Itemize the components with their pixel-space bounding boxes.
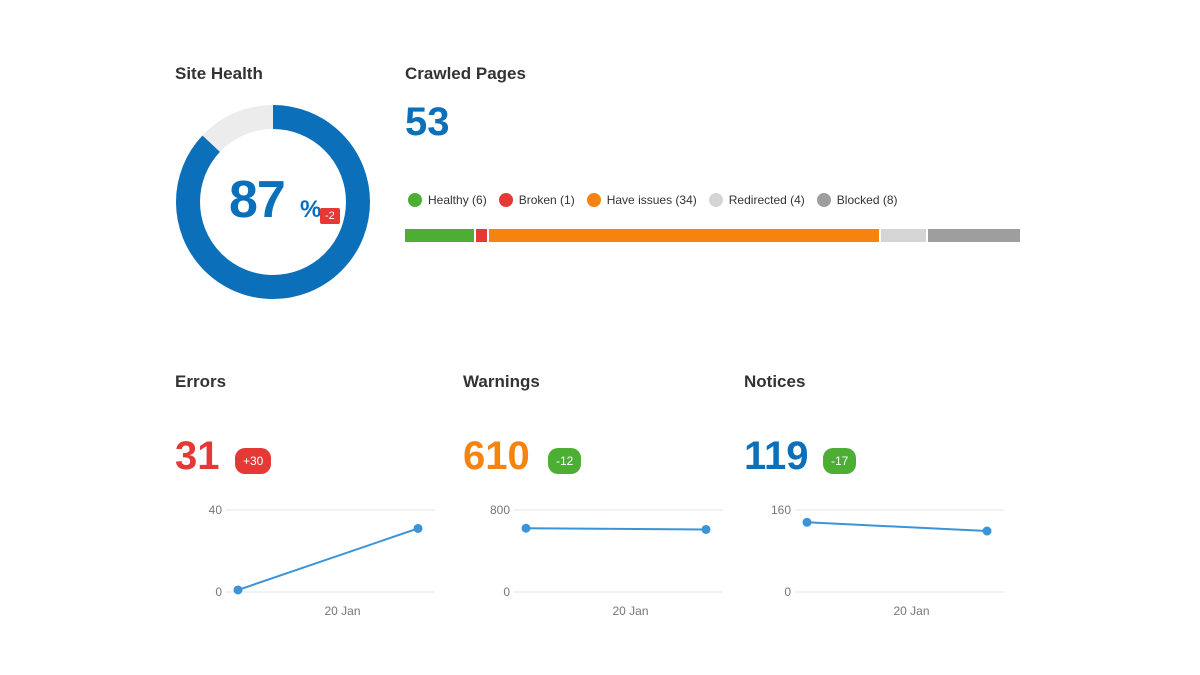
notices-delta-badge: -17	[823, 448, 857, 474]
site-health-title: Site Health	[175, 64, 263, 83]
legend-label: Blocked (8)	[836, 193, 898, 207]
errors-title: Errors	[175, 372, 227, 391]
legend-item-healthy[interactable]: Healthy (6)	[408, 193, 487, 207]
legend-label: Broken (1)	[518, 193, 575, 207]
y-tick-label: 800	[490, 503, 510, 517]
notices-value[interactable]: 119	[744, 434, 809, 478]
series-line	[525, 527, 707, 531]
site-health-donut	[176, 105, 370, 299]
data-point[interactable]	[521, 523, 531, 533]
warnings-value[interactable]: 610	[463, 434, 530, 478]
legend-item-have-issues[interactable]: Have issues (34)	[586, 193, 697, 207]
y-tick-label: 0	[784, 585, 791, 599]
stack-segment-have-issues[interactable]	[489, 229, 879, 242]
warnings-title: Warnings	[463, 372, 540, 391]
errors-trend-chart: 40 0 20 Jan	[209, 503, 435, 618]
site-health-delta-badge: -2	[320, 208, 340, 224]
stack-segment-redirected[interactable]	[880, 229, 927, 242]
y-tick-label: 40	[209, 503, 223, 517]
crawled-pages-count[interactable]: 53	[405, 100, 450, 144]
series-line	[806, 521, 988, 533]
legend-dot-icon	[408, 193, 422, 207]
legend-dot-icon	[816, 193, 831, 207]
site-health-value: 87	[229, 171, 286, 229]
y-tick-label: 0	[215, 585, 222, 599]
data-point[interactable]	[413, 523, 423, 533]
warnings-trend-chart: 800 0 20 Jan	[490, 503, 723, 618]
donut-progress-arc	[176, 105, 370, 299]
data-point[interactable]	[982, 526, 992, 536]
legend-dot-icon	[498, 193, 513, 207]
data-point[interactable]	[802, 517, 812, 527]
errors-value[interactable]: 31	[175, 434, 220, 478]
legend-dot-icon	[586, 193, 601, 207]
crawled-pages-stacked-bar	[405, 229, 1020, 242]
legend-item-broken[interactable]: Broken (1)	[498, 193, 575, 207]
data-point[interactable]	[701, 524, 711, 534]
x-axis-label: 20 Jan	[612, 604, 648, 618]
legend-label: Redirected (4)	[728, 193, 805, 207]
data-point[interactable]	[233, 585, 243, 595]
y-tick-label: 0	[503, 585, 510, 599]
stack-segment-blocked[interactable]	[928, 229, 1020, 242]
notices-title: Notices	[744, 372, 806, 391]
crawled-pages-title: Crawled Pages	[405, 64, 526, 83]
legend-dot-icon	[708, 193, 723, 207]
stack-segment-healthy[interactable]	[405, 229, 474, 242]
legend-item-blocked[interactable]: Blocked (8)	[816, 193, 898, 207]
x-axis-label: 20 Jan	[324, 604, 360, 618]
site-health-unit: %	[300, 196, 322, 223]
legend-label: Have issues (34)	[606, 193, 697, 207]
series-line	[237, 527, 419, 591]
x-axis-label: 20 Jan	[893, 604, 929, 618]
legend-item-redirected[interactable]: Redirected (4)	[708, 193, 805, 207]
legend-label: Healthy (6)	[428, 193, 487, 207]
warnings-delta-badge: -12	[548, 448, 582, 474]
stack-segment-broken[interactable]	[475, 229, 488, 242]
errors-delta-badge: +30	[235, 448, 272, 474]
y-tick-label: 160	[771, 503, 791, 517]
crawled-pages-legend: Healthy (6) Broken (1) Have issues (34) …	[408, 193, 910, 207]
notices-trend-chart: 160 0 20 Jan	[771, 503, 1004, 618]
